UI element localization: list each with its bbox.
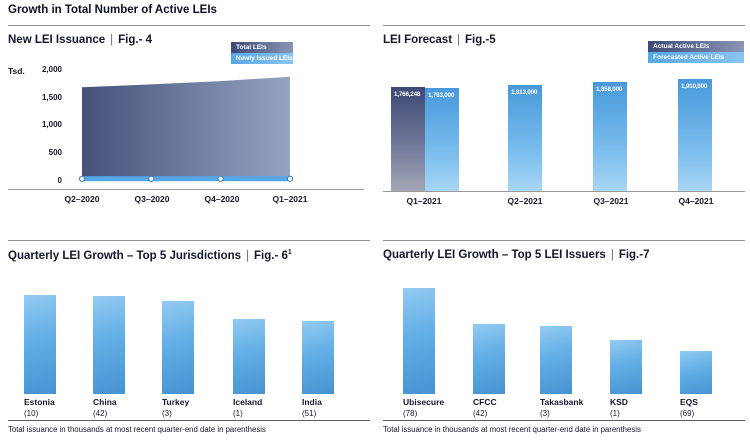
count-label-india: (51): [302, 409, 317, 418]
title-separator: |: [610, 249, 614, 261]
issuers-plot: 18.3% 12.1% 11.8% 9.3% 7.4%: [383, 241, 745, 394]
count-label-cfcc: (42): [473, 409, 488, 418]
fig-number: Fig.-7: [618, 249, 650, 261]
panel-top5-jurisdictions: Quarterly LEI Growth – Top 5 Jurisdictio…: [8, 240, 370, 441]
panel-new-lei-issuance: New LEI Issuance | Fig.- 4 Total LEIs Newl…: [8, 25, 370, 241]
bar-forecast-q4-2021: 1,910,000: [678, 79, 712, 191]
fig-footnote-marker: 1: [287, 249, 292, 256]
chart-title-text: LEI Forecast: [383, 34, 453, 46]
legend-item-actual-active-leis: Actual Active LEIs: [648, 41, 744, 52]
chart-title-fig6: Quarterly LEI Growth – Top 5 Jurisdictio…: [8, 249, 292, 262]
bar-value-label: 1,813,000: [511, 88, 538, 96]
fig-number: Fig.- 4: [118, 34, 153, 46]
bar-forecast-q1-2021: 1,763,000: [425, 87, 459, 191]
chart-title-fig4: New LEI Issuance | Fig.- 4: [8, 34, 152, 46]
newly-issued-marker: [148, 175, 155, 182]
bar-actual-q1-2021: 1,766,248: [391, 87, 425, 191]
count-label-estonia: (10): [24, 409, 39, 418]
count-label-takasbank: (3): [540, 409, 550, 418]
y-tick-1500: 1,500: [41, 93, 62, 102]
bar-value-label: 1,766,248: [394, 91, 421, 99]
panel-top5-lei-issuers: Quarterly LEI Growth – Top 5 LEI Issuers…: [383, 240, 745, 441]
chart-title-text: Quarterly LEI Growth – Top 5 Jurisdictio…: [8, 249, 242, 262]
y-tick-2000: 2,000: [41, 65, 62, 74]
category-label-china: China: [93, 397, 117, 407]
legend-item-forecasted-active-leis: Forecasted Active LEIs: [648, 52, 744, 63]
category-label-ksd: KSD: [610, 397, 628, 407]
category-label-india: India: [302, 397, 322, 407]
footnote-divider: [383, 420, 745, 421]
fig-number: Fig.-5: [465, 34, 496, 46]
count-label-ksd: (1): [610, 409, 620, 418]
x-label-q2-2021: Q2–2021: [507, 196, 543, 206]
panel-lei-forecast: LEI Forecast | Fig.-5 Actual Active LEIs F…: [383, 25, 745, 241]
title-separator: |: [246, 249, 250, 262]
x-label-q1-2021: Q1–2021: [272, 194, 308, 204]
category-label-cfcc: CFCC: [473, 397, 497, 407]
category-label-takasbank: Takasbank: [540, 397, 584, 407]
category-label-ubisecure: Ubisecure: [403, 397, 445, 407]
footnote-fig7: Total issuance in thousands at most rece…: [383, 425, 641, 434]
bar-value-label: 1,763,000: [428, 91, 455, 99]
x-axis-line-fig4: [8, 189, 364, 190]
bar-cfcc: [473, 323, 505, 394]
bar-value-label: 1,858,000: [596, 86, 623, 93]
forecast-plot: 1,766,248 1,763,000 1,813,000 1,858,000 …: [383, 26, 745, 192]
bar-forecast-q3-2021: 1,858,000: [593, 82, 627, 191]
bar-ksd: [610, 340, 642, 394]
x-label-q4-2021: Q4–2021: [678, 196, 714, 206]
page-title: Growth in Total Number of Active LEIs: [8, 4, 217, 16]
y-axis-unit: Tsd.: [8, 66, 25, 76]
newly-issued-markers: [78, 175, 294, 182]
bar-iceland: [233, 318, 265, 394]
bar-china: [93, 295, 125, 394]
x-label-q4-2020: Q4–2020: [204, 194, 240, 204]
chart-title-text: New LEI Issuance: [8, 34, 106, 46]
fig-number: Fig.- 6: [254, 249, 288, 262]
count-label-china: (42): [93, 409, 108, 418]
y-tick-1000: 1,000: [41, 120, 62, 129]
newly-issued-marker: [78, 175, 86, 182]
y-tick-0: 0: [57, 176, 62, 185]
bar-ubisecure: [403, 288, 435, 394]
y-tick-500: 500: [48, 148, 62, 157]
title-separator: |: [457, 34, 461, 46]
legend-fig5: Actual Active LEIs Forecasted Active LEI…: [648, 41, 744, 63]
newly-issued-marker: [217, 175, 224, 182]
x-label-q3-2021: Q3–2021: [593, 196, 629, 206]
legend-item-total-leis: Total LEIs: [231, 42, 293, 53]
bar-estonia: [24, 295, 56, 394]
legend-fig4: Total LEIs Newly Issued LEIs: [231, 42, 293, 64]
count-label-turkey: (3): [162, 409, 172, 418]
jurisdictions-plot: 12.1% 12.0% 11.4% 9.2% 8.9%: [8, 241, 370, 394]
category-label-iceland: Iceland: [233, 397, 263, 407]
bar-turkey: [162, 300, 194, 394]
category-label-turkey: Turkey: [162, 397, 190, 407]
area-plot: [78, 76, 294, 182]
category-label-eqs: EQS: [680, 397, 698, 407]
bar-forecast-q2-2021: 1,813,000: [508, 84, 542, 191]
x-label-q3-2020: Q3–2020: [134, 194, 170, 204]
footnote-divider: [8, 420, 370, 421]
chart-title-text: Quarterly LEI Growth – Top 5 LEI Issuers: [383, 249, 606, 261]
chart-title-fig5: LEI Forecast | Fig.-5: [383, 34, 496, 46]
count-label-ubisecure: (78): [403, 409, 418, 418]
legend-item-newly-issued-leis: Newly Issued LEIs: [231, 53, 293, 64]
bar-takasbank: [540, 325, 572, 394]
bar-eqs: [680, 351, 712, 394]
newly-issued-marker: [286, 175, 294, 182]
x-label-q2-2020: Q2–2020: [64, 194, 100, 204]
category-label-estonia: Estonia: [24, 397, 55, 407]
title-separator: |: [110, 34, 114, 46]
x-label-q1-2021: Q1–2021: [406, 196, 442, 206]
count-label-eqs: (69): [680, 409, 695, 418]
bar-value-label: 1,910,000: [681, 83, 708, 90]
footnote-fig6: Total issuance in thousands at most rece…: [8, 425, 266, 434]
count-label-iceland: (1): [233, 409, 243, 418]
chart-title-fig7: Quarterly LEI Growth – Top 5 LEI Issuers…: [383, 249, 649, 261]
bar-india: [302, 321, 334, 394]
total-leis-area: [82, 76, 290, 181]
